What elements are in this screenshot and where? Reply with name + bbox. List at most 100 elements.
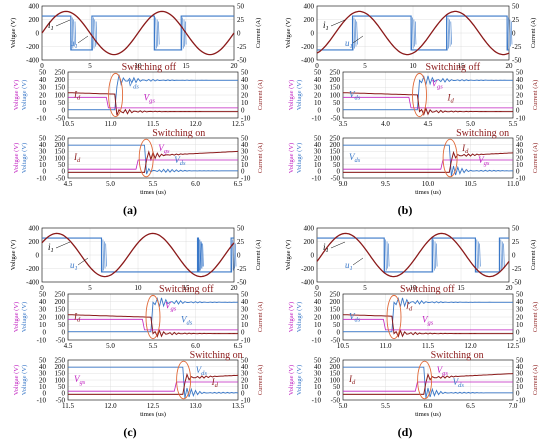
middle-current-tick: 30 [241,306,249,314]
x-tick-label: 10.5 [464,180,477,188]
voltage-trace [317,237,509,273]
y-tick-label: 400 [304,224,315,232]
bottom-ylabel-current: Current (A) [532,143,539,174]
bottom-switching-highlight [138,138,154,178]
current-sine [316,10,510,56]
ringing-spike [200,241,203,269]
middle-ylabel-vgs: Voltgae (V) [288,80,295,110]
x-tick-label: 15 [458,284,466,292]
ringing-spike [476,239,478,271]
y-tick-label: 400 [304,2,315,10]
middle-vds-tick: 150 [330,306,341,314]
middle-vgs-tick: 50 [314,68,322,76]
bottom-vds-trace [68,366,239,399]
bottom-vgs-tick: -10 [37,396,47,404]
x-tick-label: 5.0 [466,120,475,128]
bottom-current-tick: 10 [516,161,524,169]
bottom-switching-highlight [176,360,192,400]
bottom-vds-tick: 100 [330,376,341,384]
middle-vds-tick: 50 [58,321,66,329]
middle-label-Vgs: Vgs [422,315,434,327]
middle-current-tick: 40 [516,76,524,84]
x-tick-label: 13.5 [232,402,245,410]
x-tick-label: 5.5 [149,342,158,350]
leader-line [77,257,89,266]
x-tick-label: 3.5 [339,120,348,128]
ringing-spike [413,19,415,47]
bottom-switching-highlight [442,138,458,178]
x-tick-label: 12.0 [464,342,477,350]
caption-a: (a) [123,203,137,217]
y-tick-label: 0 [311,29,315,37]
middle-current-tick: 10 [516,321,524,329]
bottom-vgs-tick: 20 [39,154,47,162]
x-tick-label: 12.0 [104,402,117,410]
y2-tick-label: -50 [512,278,522,286]
middle-current-tick: -10 [241,336,251,344]
middle-vds-tick: 50 [333,321,341,329]
middle-vds-trace [343,74,513,111]
bottom-vgs-tick: 40 [39,363,47,371]
middle-vgs-tick: -10 [312,114,322,122]
top-ylabel-left: Voltgae (V) [285,240,292,270]
middle-vds-tick: 250 [330,68,341,76]
bottom-vds-tick: 100 [55,376,66,384]
middle-current-tick: -10 [516,336,526,344]
current-sine [41,10,235,56]
ringing-spike [508,17,510,49]
middle-id-trace [342,92,513,116]
top-ylabel-right: Current (A) [255,240,262,271]
middle-ylabel-vgs: Voltgae (V) [13,302,20,332]
bottom-vgs-tick: 0 [43,168,47,176]
middle-current-tick: 10 [516,99,524,107]
middle-vgs-tick: 10 [314,321,322,329]
middle-current-tick: 10 [241,321,249,329]
bottom-current-tick: 10 [241,161,249,169]
bottom-current-tick: 40 [241,363,249,371]
ringing-spike [412,17,414,49]
ringing-spike [414,21,417,45]
x-tick-label: 5 [88,284,92,292]
bottom-vds-trace [343,144,513,177]
x-tick-label: 0 [315,284,319,292]
y-tick-label: -200 [26,43,39,51]
x-tick-label: 5.0 [106,180,115,188]
middle-vgs-tick: 50 [39,290,47,298]
middle-vds-trace [68,74,238,111]
bottom-vgs-trace [343,381,513,392]
bottom-current-tick: -10 [241,174,251,182]
y2-tick-label: 25 [512,238,520,246]
middle-vgs-tick: 30 [314,306,322,314]
middle-label-Id: Id [73,89,81,101]
ringing-spike [102,239,104,271]
middle-vds-tick: 150 [55,84,66,92]
y2-tick-label: 50 [512,2,520,10]
y2-tick-label: -50 [512,56,522,64]
ringing-spike [431,237,434,273]
middle-label-Id: Id [73,311,81,323]
bottom-current-tick: 40 [241,141,249,149]
middle-ylabel-current: Current (A) [532,80,539,111]
ringing-spike [182,17,184,49]
bottom-vds-tick: 150 [55,370,66,378]
middle-vgs-tick: 40 [39,76,47,84]
middle-vgs-trace [68,96,238,109]
y-tick-label: -400 [301,56,314,64]
y2-tick-label: -50 [237,56,247,64]
bottom-current-tick: 0 [516,390,520,398]
bottom-current-tick: 20 [516,376,524,384]
bottom-xlabel: times (us) [415,189,441,196]
ringing-spike [434,241,436,269]
x-tick-label: 10 [410,62,418,70]
x-tick-label: 20 [506,62,514,70]
y-tick-label: 400 [29,224,40,232]
label-u1: u1 [345,260,353,272]
bottom-vds-tick: 0 [337,390,341,398]
middle-vds-tick: 50 [58,99,66,107]
x-tick-label: 5.0 [106,342,115,350]
ringing-spike [500,239,502,271]
bottom-current-tick: 50 [241,134,249,142]
middle-plot-frame [67,71,239,119]
top-ylabel-left: Voltgae (V) [10,240,17,270]
middle-vgs-tick: 40 [39,298,47,306]
